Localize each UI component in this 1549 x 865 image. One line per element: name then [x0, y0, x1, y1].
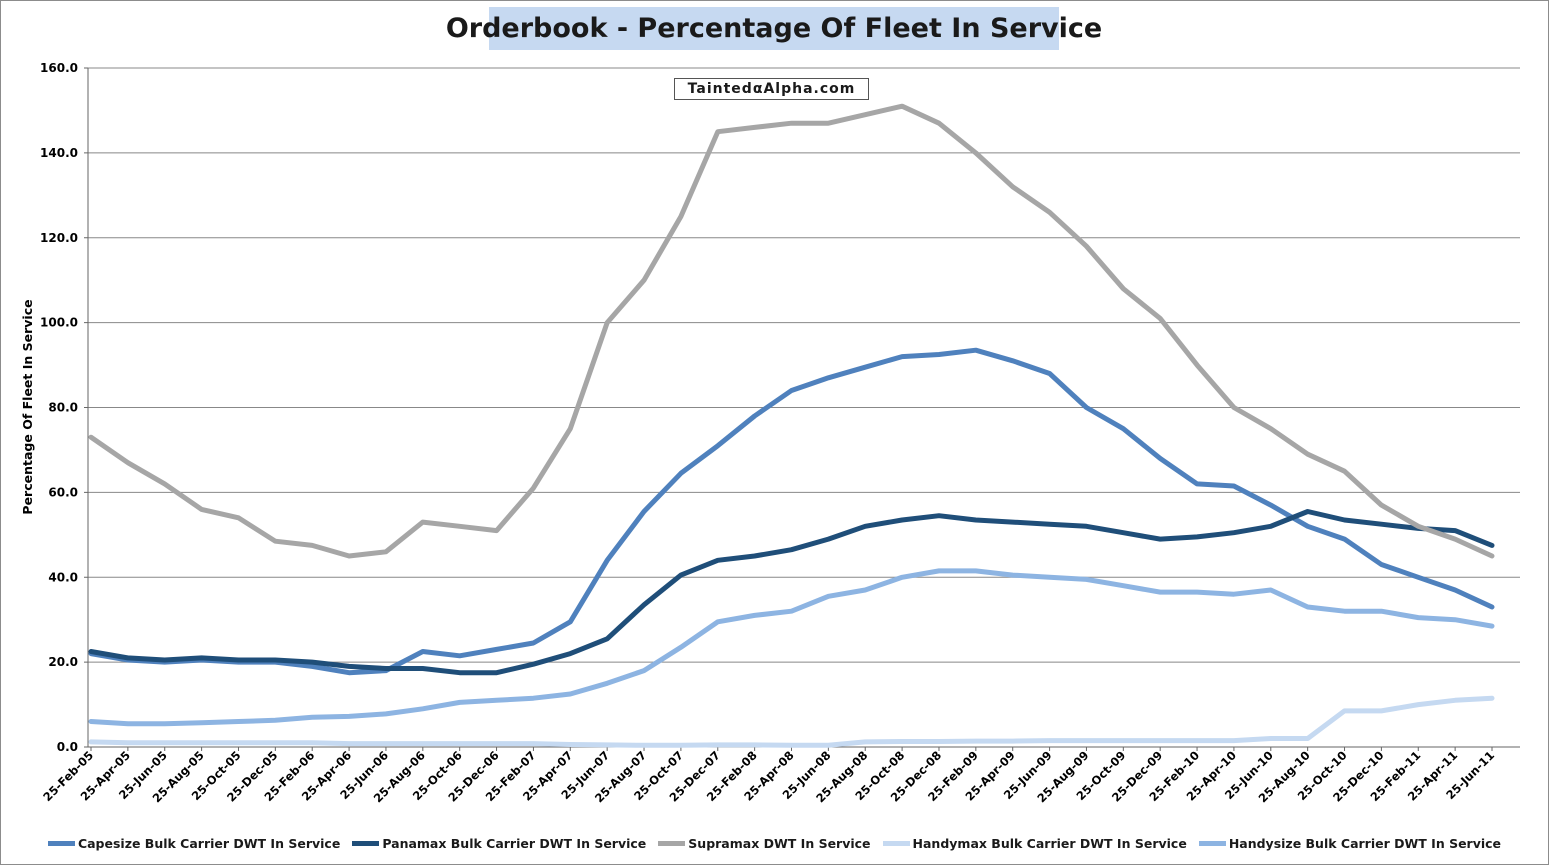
legend-swatch [1198, 840, 1226, 846]
y-tick-label: 120.0 [40, 231, 78, 245]
series-line [88, 509, 1495, 676]
legend-item: Handymax Bulk Carrier DWT In Service [882, 835, 1187, 851]
legend: Capesize Bulk Carrier DWT In Service Pana… [0, 833, 1549, 853]
y-tick-label: 100.0 [40, 316, 78, 330]
chart-title: Orderbook - Percentage Of Fleet In Servi… [445, 13, 1103, 44]
watermark-logo: TaintedαAlpha.com [674, 78, 869, 100]
series-line [88, 568, 1495, 727]
series-lines [88, 103, 1495, 748]
y-axis-label: Percentage Of Fleet In Service [20, 299, 35, 514]
legend-label: Handymax Bulk Carrier DWT In Service [912, 835, 1187, 851]
watermark-text: TaintedαAlpha.com [687, 81, 856, 97]
y-tick-label: 20.0 [48, 655, 78, 669]
y-tick-label: 0.0 [57, 740, 78, 754]
series-line [88, 347, 1495, 676]
legend-swatch [882, 840, 910, 846]
y-tick-labels: 0.0 20.0 40.0 60.0 80.0 100.0 120.0 140.0 160.0 [40, 61, 78, 754]
legend-label: Capesize Bulk Carrier DWT In Service [77, 835, 341, 851]
legend-item: Handysize Bulk Carrier DWT In Service [1198, 835, 1502, 851]
axes [84, 67, 1520, 751]
y-tick-label: 40.0 [48, 570, 78, 584]
legend-item: Capesize Bulk Carrier DWT In Service [47, 835, 341, 851]
legend-item: Panamax Bulk Carrier DWT In Service [352, 836, 646, 851]
y-tick-label: 160.0 [40, 61, 78, 75]
legend-label: Handysize Bulk Carrier DWT In Service [1228, 835, 1502, 851]
legend-label: Supramax DWT In Service [688, 835, 871, 851]
legend-label: Panamax Bulk Carrier DWT In Service [382, 835, 647, 851]
legend-swatch [47, 840, 75, 846]
legend-swatch [352, 840, 380, 846]
series-line [88, 695, 1495, 748]
y-tick-label: 140.0 [40, 146, 78, 160]
legend-item: Supramax DWT In Service [658, 835, 871, 851]
y-tick-label: 80.0 [48, 401, 78, 415]
gridlines [88, 67, 1520, 663]
y-tick-label: 60.0 [48, 485, 78, 499]
series-line [88, 103, 1495, 559]
x-tick-labels: 25-Feb-0525-Apr-0525-Jun-0525-Aug-0525-O… [40, 748, 1497, 805]
legend-swatch [658, 840, 686, 846]
chart-title-box: Orderbook - Percentage Of Fleet In Servi… [446, 7, 1102, 50]
